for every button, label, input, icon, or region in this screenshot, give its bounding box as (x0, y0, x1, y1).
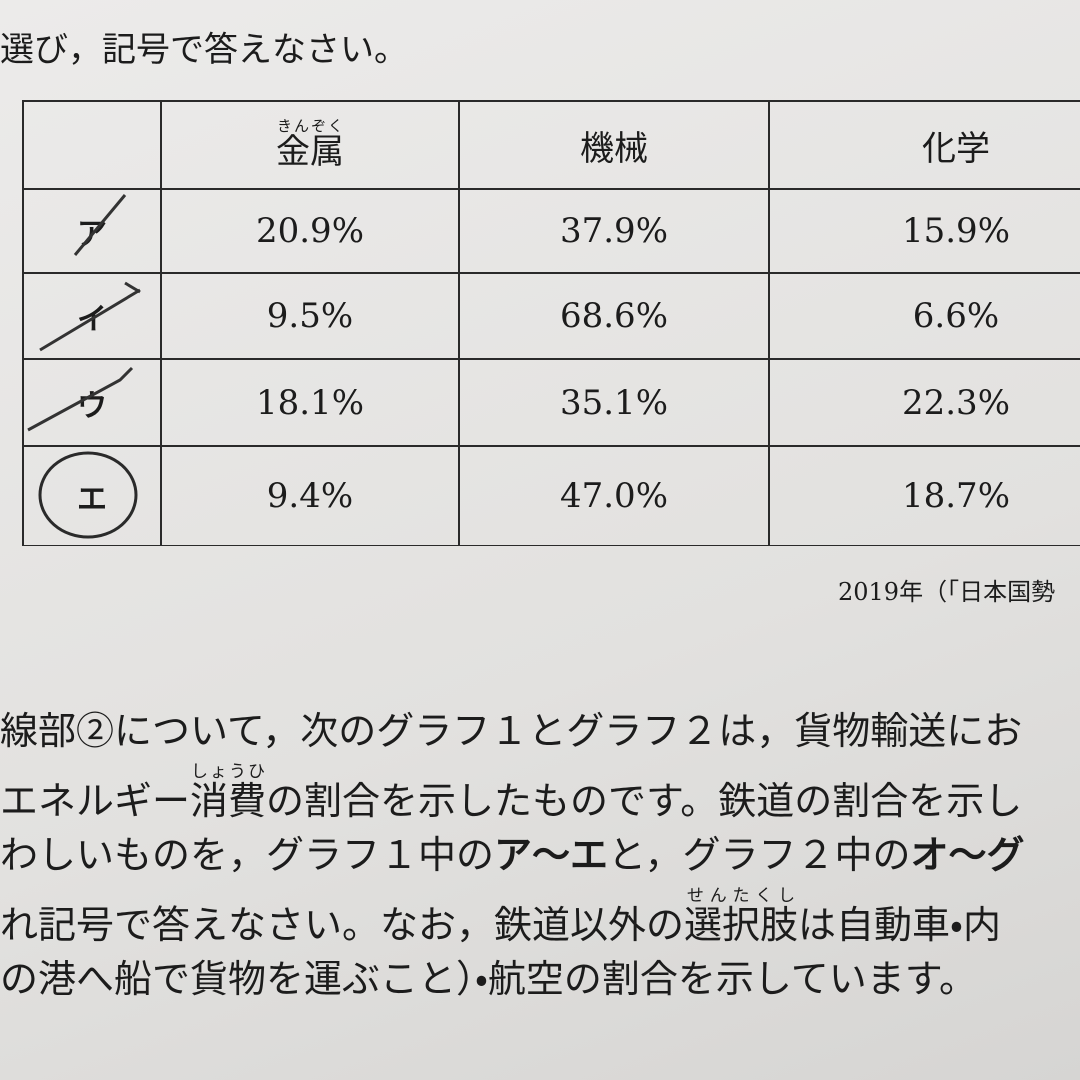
text: 消費しょうひ (190, 762, 267, 823)
cell: 18.1% (160, 358, 460, 447)
text: の割合を示したものです。鉄道の割合を示し (266, 779, 1023, 823)
header-text: 化学 (922, 128, 990, 169)
header-cell: 機械 (458, 100, 770, 190)
row-label: イ (22, 272, 162, 360)
row-label: ウ (22, 358, 162, 447)
text: 線部②について，次のグラフ１とグラフ２は，貨物輸送にお (0, 709, 1023, 753)
text-line: エネルギー消費しょうひの割合を示したものです。鉄道の割合を示し (0, 762, 1080, 824)
cell: 20.9% (160, 188, 460, 274)
text-line: の港へ船で貨物を運ぶこと）・航空の割合を示しています。 (0, 948, 1080, 1010)
header-cell: 金属きんぞく (160, 100, 460, 190)
header-text-base: 金属 (276, 132, 344, 172)
cell: 18.7% (768, 445, 1080, 546)
instruction: 選び，記号で答えなさい。 (0, 30, 408, 70)
cell: 47.0% (458, 445, 770, 546)
row: ウ 18.1% 35.1% 22.3% (22, 358, 1080, 447)
text: オ～グ (910, 832, 1025, 877)
cell: 9.5% (160, 272, 460, 360)
text: わしいものを，グラフ１中の (0, 833, 495, 877)
text-line: 線部②について，次のグラフ１とグラフ２は，貨物輸送にお (0, 700, 1080, 762)
row: エ 9.4% 47.0% 18.7% (22, 445, 1080, 546)
data-table: 金属きんぞく 機械 化学ア 20.9% 37.9% 15.9% イ 9.5% 68.6% 6.6%… (22, 100, 1080, 546)
header-cell: 化学 (768, 100, 1080, 190)
cell: 35.1% (458, 358, 770, 447)
text: は自動車・内 (798, 903, 1001, 947)
table: 金属きんぞく 機械 化学ア 20.9% 37.9% 15.9% イ 9.5% 68.6% 6.6%… (22, 100, 1080, 546)
header-text: 機械 (580, 128, 648, 169)
header-cell (22, 100, 162, 190)
row-label: エ (22, 445, 162, 546)
text-base: 消費 (190, 779, 267, 823)
cell: 6.6% (768, 272, 1080, 360)
header-row: 金属きんぞく 機械 化学 (22, 100, 1080, 190)
text-line: れ記号で答えなさい。なお，鉄道以外の選択肢せんたくしは自動車・内 (0, 886, 1080, 948)
row: ア 20.9% 37.9% 15.9% (22, 188, 1080, 274)
ruby: しょうひ (190, 762, 267, 782)
cell: 9.4% (160, 445, 460, 546)
source: 2019年（「日本国勢 (838, 578, 1056, 606)
cell: 22.3% (768, 358, 1080, 447)
row-label: ア (22, 188, 162, 274)
text: ア～エ (494, 832, 609, 877)
header-text: 金属きんぞく (276, 117, 344, 172)
row: イ 9.5% 68.6% 6.6% (22, 272, 1080, 360)
cell: 15.9% (768, 188, 1080, 274)
cell: 37.9% (458, 188, 770, 274)
text-base: 選択肢 (684, 903, 799, 947)
text: エネルギー (0, 779, 191, 823)
text: れ記号で答えなさい。なお，鉄道以外の (0, 903, 685, 947)
text: と，グラフ２中の (608, 833, 911, 877)
ruby: きんぞく (276, 117, 344, 135)
text: の港へ船で貨物を運ぶこと）・航空の割合を示しています。 (0, 957, 977, 1001)
paragraph: 線部②について，次のグラフ１とグラフ２は，貨物輸送にお エネルギー消費しょうひの割… (0, 700, 1080, 1010)
cell: 68.6% (458, 272, 770, 360)
ruby: せんたくし (684, 886, 799, 906)
text-line: わしいものを，グラフ１中のア～エと，グラフ２中のオ～グ (0, 824, 1080, 886)
text: 選択肢せんたくし (684, 886, 799, 947)
